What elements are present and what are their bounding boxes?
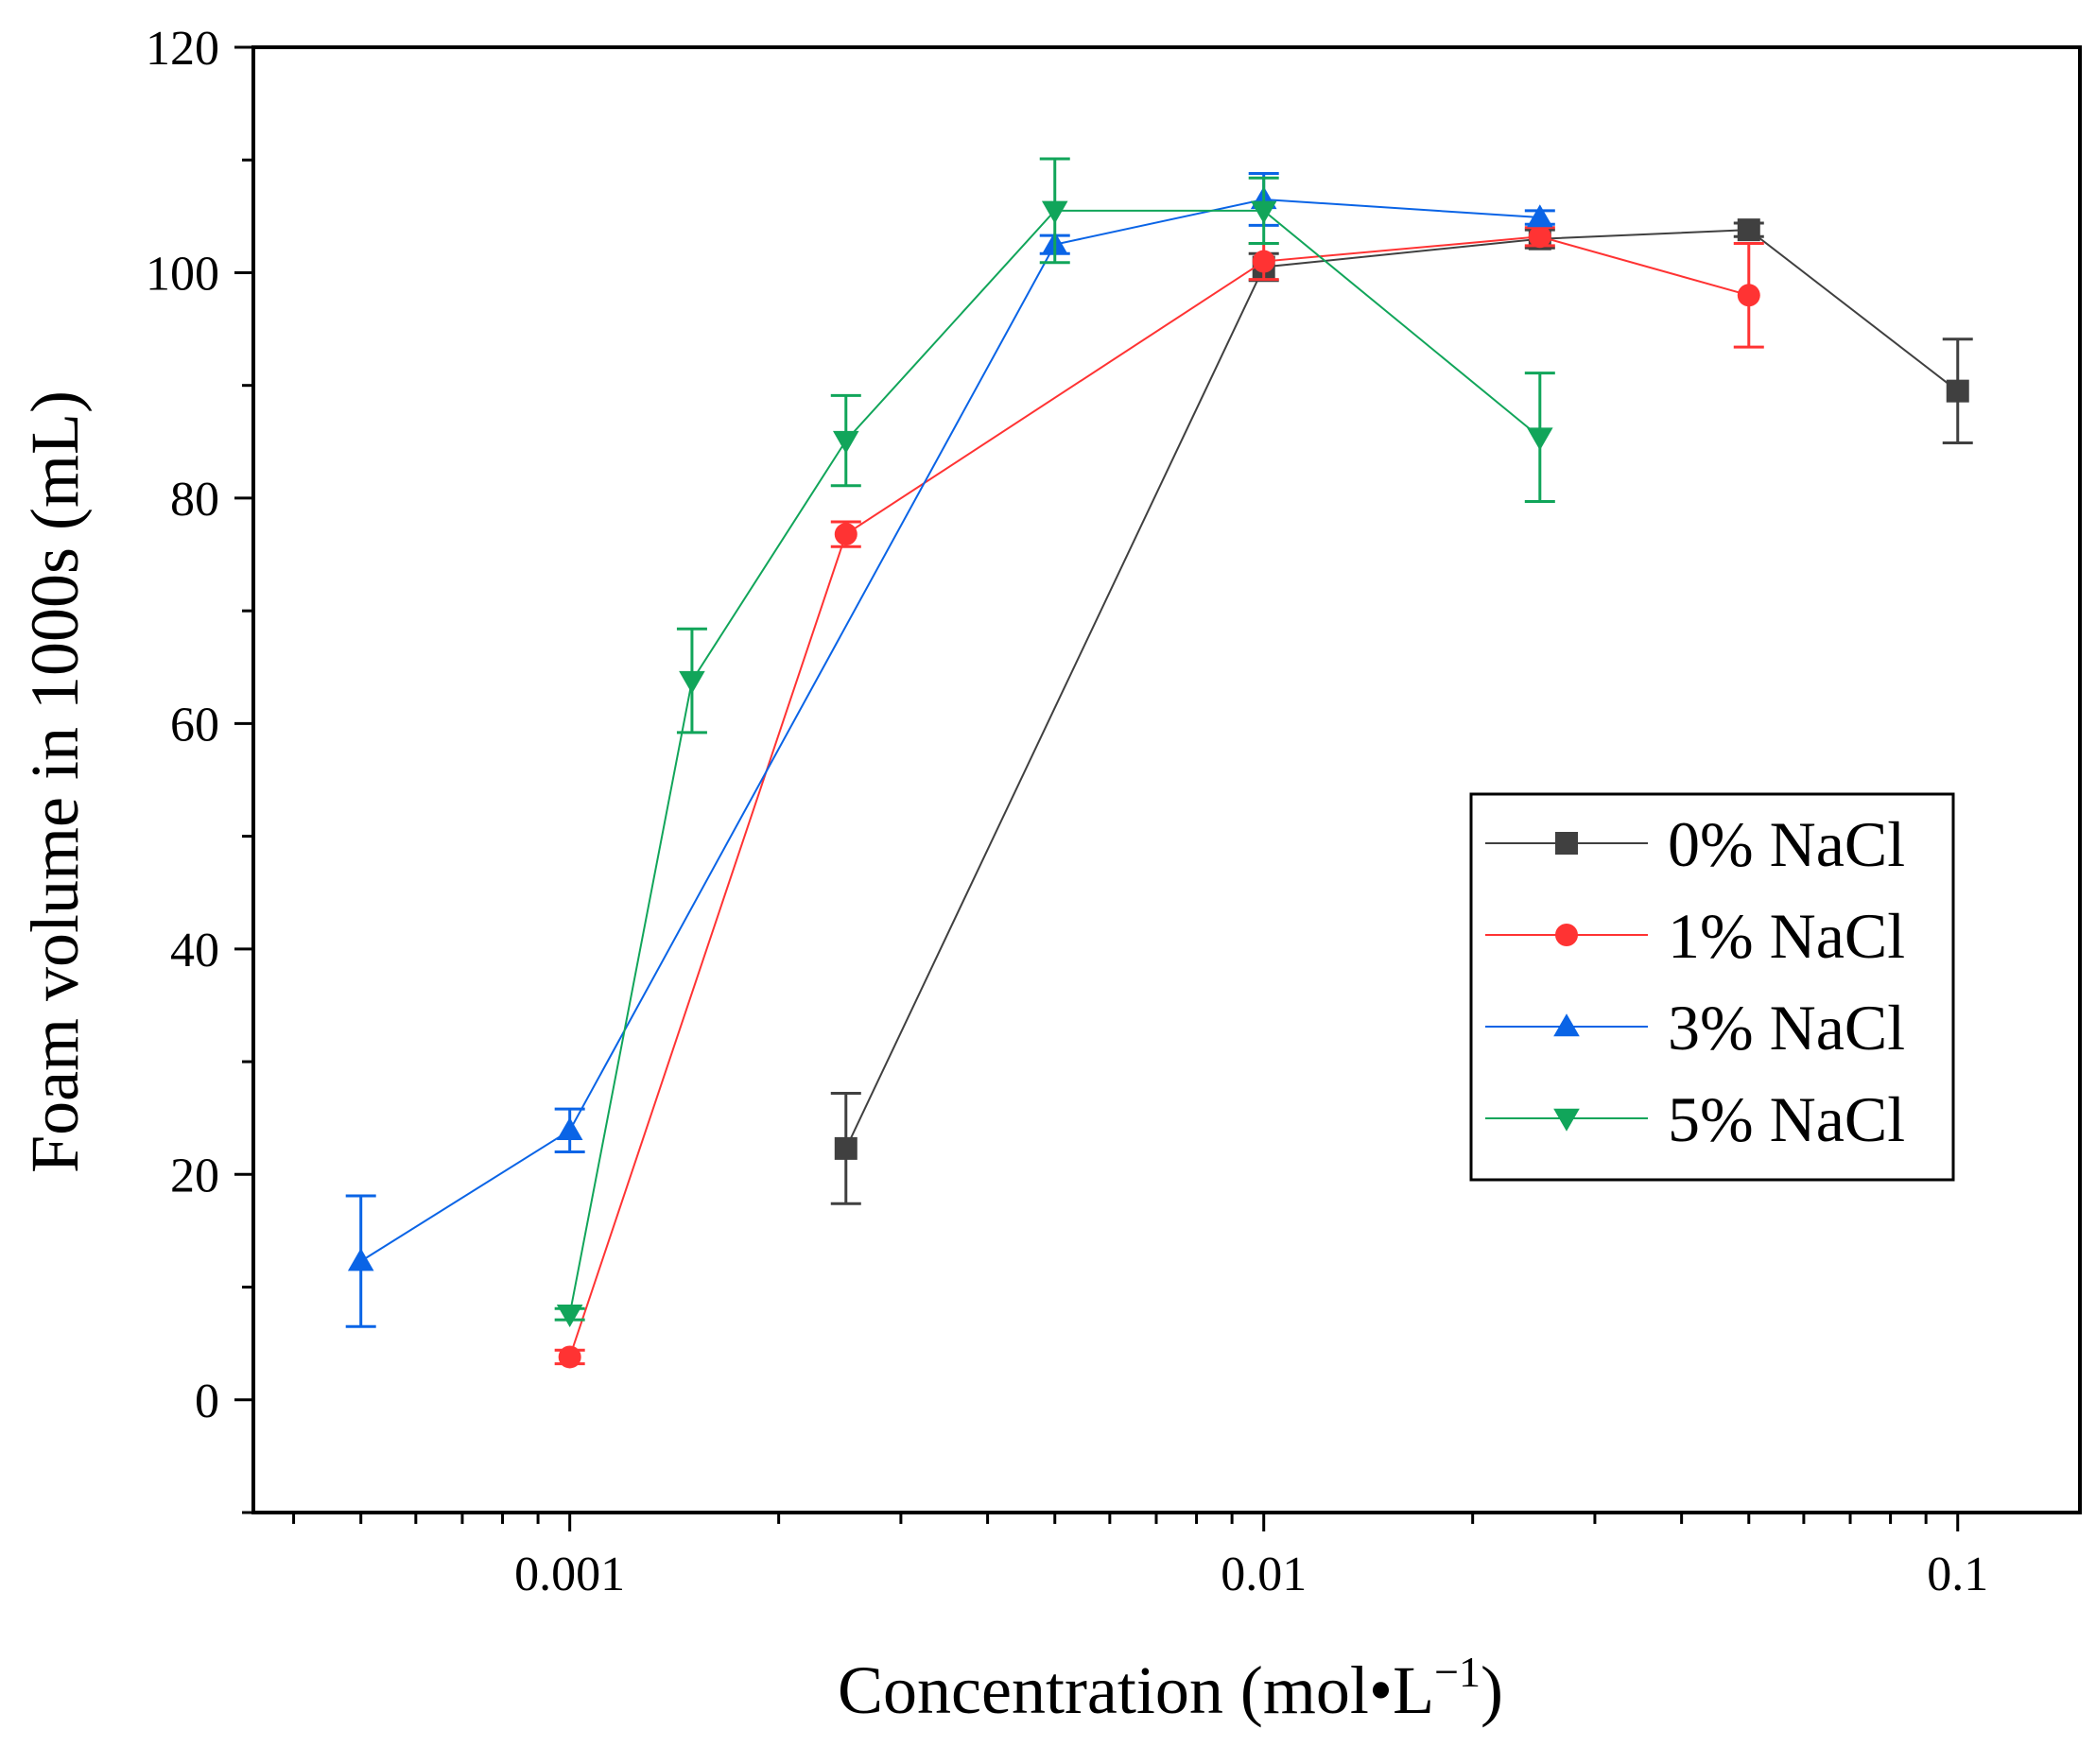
legend-entry: 0% NaCl	[1485, 808, 1905, 880]
legend-box	[1469, 792, 1955, 1182]
legend-label: 1% NaCl	[1668, 900, 1905, 972]
axes: 0.001 0.01 0.1 0 20 40 60 80 100 120	[146, 22, 2082, 1601]
series-3	[554, 157, 1555, 1327]
data-point	[1528, 225, 1551, 249]
data-point	[1527, 204, 1553, 228]
x-axis-title: Concentration (mol•L−1)	[838, 1648, 1503, 1728]
legend-entry: 1% NaCl	[1485, 900, 1905, 972]
legend-marker	[1555, 924, 1578, 946]
data-point	[347, 1248, 374, 1271]
x-tick-label: 0.1	[1927, 1548, 1988, 1601]
legend-marker	[1553, 1108, 1580, 1132]
y-axis-title: Foam volume in 1000s (mL)	[17, 390, 93, 1173]
legend-label: 3% NaCl	[1668, 992, 1905, 1064]
y-tick-label: 60	[170, 698, 219, 752]
series-1	[554, 225, 1764, 1369]
data-point	[1250, 200, 1277, 224]
data-point	[1737, 284, 1760, 307]
data-point	[556, 1117, 583, 1141]
series-layer	[345, 157, 1973, 1369]
legend: 0% NaCl 1% NaCl 3% NaCl 5% NaCl	[1469, 792, 1955, 1182]
data-point	[832, 430, 859, 454]
plot-frame	[251, 45, 2082, 1514]
data-point	[1737, 218, 1760, 242]
y-tick-label: 100	[146, 247, 219, 301]
data-point	[556, 1304, 583, 1327]
x-tick-label: 0.001	[514, 1548, 625, 1601]
y-tick-label: 20	[170, 1149, 219, 1202]
legend-entry: 5% NaCl	[1485, 1083, 1905, 1155]
data-point	[558, 1345, 581, 1369]
data-point	[1041, 200, 1068, 224]
legend-entry: 3% NaCl	[1485, 992, 1905, 1064]
legend-marker	[1555, 832, 1578, 855]
legend-label: 0% NaCl	[1668, 808, 1905, 880]
y-tick-label: 120	[146, 22, 219, 76]
data-point	[834, 523, 857, 546]
y-tick-label: 40	[170, 924, 219, 977]
y-tick-label: 80	[170, 473, 219, 527]
data-point	[679, 670, 705, 694]
series-line	[568, 209, 1541, 1315]
legend-marker	[1553, 1013, 1580, 1037]
y-tick-label: 0	[195, 1375, 219, 1428]
data-point	[834, 1136, 857, 1160]
legend-label: 5% NaCl	[1668, 1083, 1905, 1155]
data-point	[1527, 427, 1553, 451]
data-point	[1252, 250, 1275, 273]
data-point	[1946, 379, 1969, 403]
x-tick-label: 0.01	[1221, 1548, 1307, 1601]
